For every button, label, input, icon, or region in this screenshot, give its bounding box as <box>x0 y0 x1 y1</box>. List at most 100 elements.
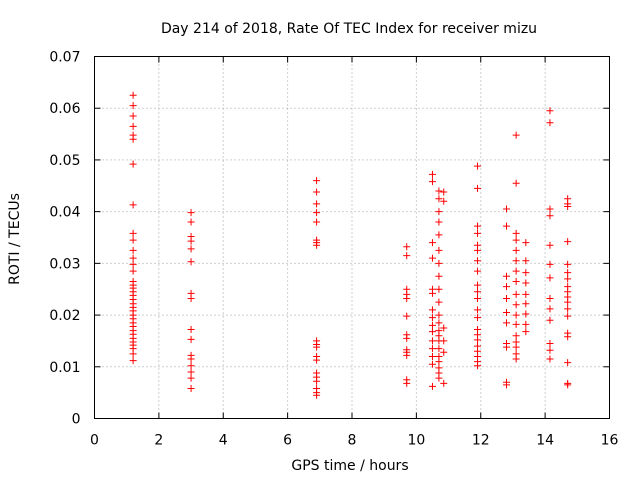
data-point <box>428 321 436 329</box>
data-point <box>512 131 520 139</box>
data-point <box>313 200 321 208</box>
data-point <box>503 272 510 280</box>
data-point <box>403 334 411 342</box>
data-point <box>564 305 572 313</box>
data-point <box>129 135 137 143</box>
data-point <box>129 236 137 244</box>
data-point <box>187 374 195 382</box>
data-point <box>187 237 195 245</box>
data-point <box>313 343 321 351</box>
data-point <box>403 312 411 320</box>
data-point <box>435 285 443 293</box>
data-point <box>440 324 448 332</box>
data-point <box>522 239 530 247</box>
data-point <box>440 188 448 196</box>
data-point <box>129 91 137 99</box>
y-tick-label: 0.07 <box>49 50 80 66</box>
data-point <box>313 391 321 399</box>
y-tick-label: 0.04 <box>49 205 80 221</box>
data-point <box>522 310 530 318</box>
x-tick-label: 4 <box>219 433 228 449</box>
data-point <box>512 311 520 319</box>
grid-lines <box>94 56 610 419</box>
data-point <box>435 246 443 254</box>
data-point <box>564 312 572 320</box>
data-point <box>187 245 195 253</box>
x-tick-label: 10 <box>407 433 425 449</box>
data-point <box>474 314 482 322</box>
data-point <box>428 328 436 336</box>
data-point <box>546 107 554 115</box>
data-point <box>428 345 436 353</box>
data-point <box>435 298 443 306</box>
y-tick-label: 0.02 <box>49 308 80 324</box>
data-point <box>503 343 510 351</box>
x-tick-label: 0 <box>90 433 99 449</box>
y-tick-label: 0.05 <box>49 153 80 169</box>
data-point <box>435 311 443 319</box>
data-point <box>435 374 443 382</box>
data-point <box>428 314 436 322</box>
data-point <box>187 385 195 393</box>
y-tick-label: 0 <box>72 412 81 428</box>
data-point <box>546 346 554 354</box>
data-point <box>435 195 443 203</box>
data-point <box>129 260 137 268</box>
data-points <box>129 91 572 399</box>
y-tick-label: 0.01 <box>49 360 80 376</box>
data-point <box>512 320 520 328</box>
data-point <box>474 222 482 230</box>
x-tick-label: 14 <box>536 433 554 449</box>
y-tick-label: 0.03 <box>49 256 80 272</box>
data-point <box>129 102 137 110</box>
data-point <box>440 348 448 356</box>
data-point <box>313 177 321 185</box>
tick-labels: 0 2 4 6 8 10 12 14 16 0 0.01 0.02 0.03 0.04 0.05 0.06 0.… <box>49 50 618 449</box>
data-point <box>474 362 482 370</box>
data-point <box>503 283 510 291</box>
data-point <box>503 308 510 316</box>
data-point <box>129 160 137 168</box>
x-tick-label: 6 <box>283 433 292 449</box>
x-tick-label: 8 <box>348 433 357 449</box>
data-point <box>522 300 530 308</box>
data-point <box>512 355 520 363</box>
data-point <box>403 243 411 251</box>
x-tick-label: 2 <box>154 433 163 449</box>
data-point <box>435 218 443 226</box>
data-point <box>428 254 436 262</box>
data-point <box>440 337 448 345</box>
x-tick-label: 12 <box>472 433 490 449</box>
data-point <box>546 241 554 249</box>
data-point <box>564 381 572 389</box>
data-point <box>546 119 554 127</box>
data-point <box>546 305 554 313</box>
data-point <box>503 295 510 303</box>
data-point <box>129 122 137 130</box>
data-point <box>313 188 321 196</box>
data-point <box>474 229 482 237</box>
data-point <box>428 337 436 345</box>
chart-title: Day 214 of 2018, Rate Of TEC Index for r… <box>161 21 537 37</box>
data-point <box>564 238 572 246</box>
data-point <box>564 359 572 367</box>
data-point <box>512 236 520 244</box>
data-point <box>512 290 520 298</box>
data-point <box>187 295 195 303</box>
data-point <box>474 267 482 275</box>
data-point <box>512 179 520 187</box>
data-point <box>546 205 554 213</box>
data-point <box>129 229 137 237</box>
data-point <box>474 295 482 303</box>
data-point <box>129 246 137 254</box>
data-point <box>428 170 436 178</box>
x-tick-label: 16 <box>601 433 619 449</box>
data-point <box>313 241 321 249</box>
data-point <box>546 316 554 324</box>
data-point <box>522 328 530 336</box>
y-axis-title: ROTI / TECUs <box>7 193 23 285</box>
data-point <box>512 301 520 309</box>
data-point <box>546 295 554 303</box>
data-point <box>403 295 411 303</box>
